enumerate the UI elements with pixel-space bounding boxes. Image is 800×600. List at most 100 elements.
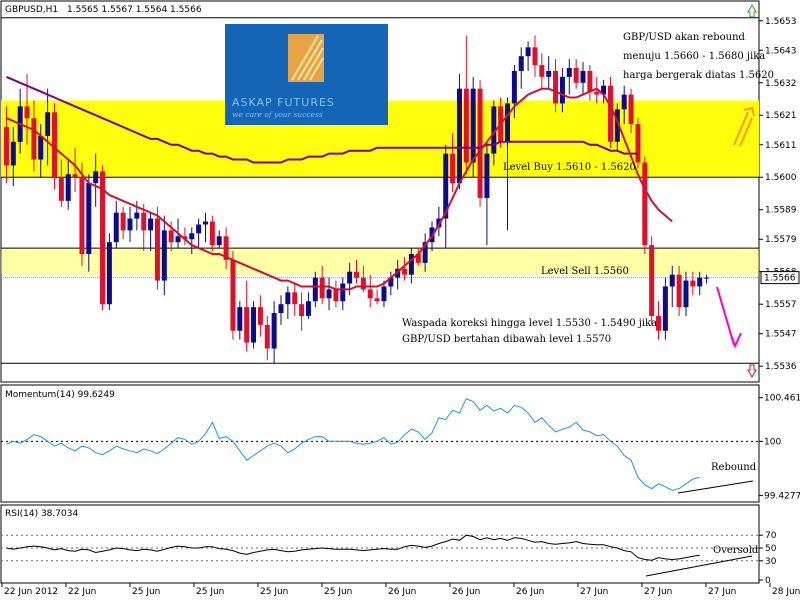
- scroll-down-icon[interactable]: [747, 364, 757, 379]
- candle-body: [628, 94, 634, 125]
- price-panel-frame: [0, 0, 760, 383]
- price-tick-label: 1.5557: [765, 300, 797, 310]
- rsi-tick-label: 50: [765, 544, 777, 554]
- candle-body: [182, 236, 188, 240]
- moving-average-fast: [6, 87, 673, 291]
- chart-header-symbol: GBPUSD,H1: [5, 5, 58, 15]
- candle-body: [244, 307, 250, 343]
- logo-emblem-stripes: [291, 35, 324, 81]
- candle-body: [614, 109, 620, 142]
- candle-body: [704, 277, 710, 279]
- up-arrow-icon: [733, 106, 755, 147]
- candle-body: [402, 268, 408, 275]
- candle-body: [450, 153, 456, 184]
- price-tick-label: 1.5611: [765, 141, 797, 151]
- candle-body: [209, 221, 215, 246]
- brand-logo: ASKAP FUTURES we care of your success: [225, 24, 388, 125]
- price-axis-layer: 1.5653 1.5643 1.5632 1.5621 1.5611 1.5600 1.55…: [759, 17, 800, 372]
- candle-body: [676, 274, 682, 308]
- time-tick-label: 27 Jun: [644, 587, 672, 597]
- time-tick-label: 25 Jun: [260, 587, 288, 597]
- candle-body: [367, 289, 373, 299]
- candle-body: [189, 233, 195, 240]
- candle-body: [113, 212, 119, 243]
- candle-body: [299, 304, 305, 316]
- candle-body: [202, 221, 208, 225]
- rsi-layer: 70 50 30 0: [1, 531, 777, 586]
- time-tick-label: 26 Jun: [452, 587, 480, 597]
- candle-body: [511, 70, 517, 104]
- price-tick-label: 1.5600: [765, 173, 797, 183]
- time-tick-label: 25 Jun: [196, 587, 224, 597]
- candle-body: [683, 280, 689, 308]
- candle-body: [120, 212, 126, 231]
- candles-layer: [3, 35, 710, 364]
- candle-body: [546, 70, 552, 77]
- rsi-tick-label: 0: [765, 576, 771, 586]
- note-level-sell: Level Sell 1.5560: [541, 266, 629, 277]
- time-tick-label: 25 Jun: [324, 587, 352, 597]
- candle-body: [443, 153, 449, 219]
- candle-body: [532, 47, 538, 66]
- horizontal-lines-layer: [1, 17, 759, 364]
- candle-body: [305, 301, 311, 316]
- current-price-label: 1.5566: [764, 274, 796, 284]
- candle-body: [347, 271, 353, 284]
- price-tick-label: 1.5632: [765, 79, 797, 89]
- price-tick-label: 1.5579: [765, 235, 797, 245]
- scroll-up-icon[interactable]: [747, 3, 757, 18]
- brand-tagline: we care of your success: [232, 110, 323, 119]
- candle-body: [360, 277, 366, 290]
- momentum-panel-frame: [0, 384, 760, 503]
- time-tick-label: 22 Jun: [68, 587, 96, 597]
- note-momentum-rebound: Rebound: [711, 462, 757, 473]
- candle-body: [594, 91, 600, 95]
- moving-average-slow: [6, 75, 638, 164]
- time-tick-label: 28 Jun: [772, 587, 800, 597]
- momentum-layer: 100.4619 100 99.4277: [1, 394, 800, 501]
- candle-body: [175, 236, 181, 243]
- rsi-line: [6, 534, 700, 561]
- price-tick-label: 1.5536: [765, 362, 797, 372]
- candle-body: [374, 298, 380, 302]
- candle-body: [319, 277, 325, 299]
- candle-body: [31, 118, 37, 160]
- candle-body: [470, 88, 476, 163]
- candle-body: [635, 124, 641, 163]
- candle-body: [463, 88, 469, 163]
- note-warning-line-1: Waspada koreksi hingga level 1.5530 - 1.…: [402, 318, 657, 329]
- price-tick-label: 1.5643: [765, 46, 797, 56]
- candle-body: [408, 254, 414, 275]
- time-tick-label: 25 Jun: [132, 587, 160, 597]
- candle-body: [127, 218, 133, 231]
- candle-body: [223, 236, 229, 260]
- price-tick-label: 1.5547: [765, 330, 797, 340]
- candle-body: [697, 277, 703, 287]
- momentum-tick-label: 100.4619: [764, 394, 800, 404]
- candle-body: [662, 286, 668, 331]
- rsi-title: RSI(14) 38.7034: [5, 509, 78, 519]
- candle-body: [148, 218, 154, 231]
- current-price-box: [760, 271, 800, 285]
- candle-body: [216, 236, 222, 246]
- time-tick-label: 27 Jun: [580, 587, 608, 597]
- momentum-tick-label: 99.4277: [764, 491, 800, 501]
- candle-body: [168, 230, 174, 243]
- rsi-tick-label: 30: [765, 557, 777, 567]
- candle-body: [100, 171, 106, 305]
- candle-body: [518, 56, 524, 71]
- candle-body: [312, 277, 318, 302]
- price-tick-label: 1.5621: [765, 111, 797, 121]
- candle-body: [477, 88, 483, 198]
- candle-body: [607, 85, 613, 142]
- rsi-panel-frame: [0, 504, 760, 584]
- time-tick-label: 26 Jun: [388, 587, 416, 597]
- note-rsi-oversold: Oversold: [713, 545, 759, 556]
- rsi-trend-line: [645, 555, 753, 577]
- candle-body: [649, 245, 655, 316]
- candle-body: [690, 280, 696, 287]
- candle-body: [237, 307, 243, 331]
- note-rebound-line-2: menuju 1.5660 - 1.5680 jika: [623, 51, 765, 62]
- candle-body: [456, 88, 462, 184]
- candle-body: [559, 76, 565, 104]
